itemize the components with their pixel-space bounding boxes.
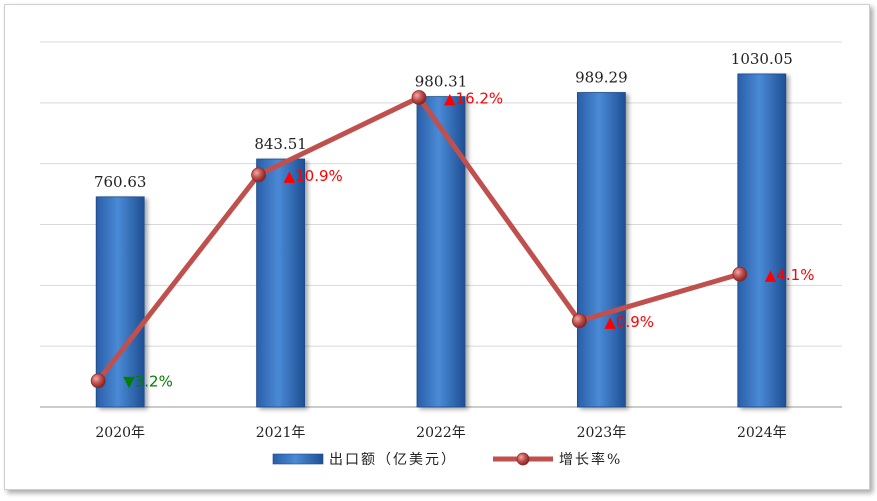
legend-line-marker <box>516 452 530 466</box>
growth-rate-label: ▲0.9% <box>604 313 654 331</box>
x-tick-label: 2023年 <box>577 425 627 441</box>
growth-rate-label: ▲16.2% <box>444 89 503 107</box>
growth-rate-point-2020年 <box>90 373 106 389</box>
combo-chart: 760.63 843.51 980.31 989.29 1030.05 ▼3.2% ▲10.… <box>40 41 842 468</box>
growth-rate-label: ▼3.2% <box>123 373 173 391</box>
growth-rate-point-2021年 <box>251 167 267 183</box>
x-tick-label: 2024年 <box>737 425 787 441</box>
legend-line-label: 增长率% <box>559 451 622 468</box>
bar-2022年 <box>416 96 466 408</box>
growth-rate-label: ▲4.1% <box>765 266 815 284</box>
line-series <box>90 90 748 389</box>
legend: 出口额（亿美元） 增长率% <box>272 451 622 468</box>
growth-rate-label: ▲10.9% <box>284 167 343 185</box>
x-axis-ticks: 2020年 2021年 2022年 2023年 2024年 <box>95 425 786 441</box>
legend-bar-swatch <box>272 453 324 465</box>
bar-value-label: 980.31 <box>415 73 468 91</box>
growth-rate-point-2023年 <box>572 313 587 329</box>
bar-value-label: 989.29 <box>575 69 628 87</box>
growth-rate-point-2024年 <box>732 266 748 282</box>
bar-2024年 <box>737 73 787 408</box>
legend-item-bar: 出口额（亿美元） <box>272 452 457 468</box>
bar-series <box>95 73 787 408</box>
legend-item-line: 增长率% <box>493 451 622 468</box>
bar-2023年 <box>577 92 626 408</box>
bar-2021年 <box>256 158 306 408</box>
legend-bar-label: 出口额（亿美元） <box>329 452 457 468</box>
x-tick-label: 2021年 <box>256 425 306 441</box>
bar-value-label: 760.63 <box>94 173 147 191</box>
data-labels: 760.63 843.51 980.31 989.29 1030.05 ▼3.2% ▲10.… <box>94 50 815 391</box>
bar-value-label: 843.51 <box>254 135 307 153</box>
chart-frame: 760.63 843.51 980.31 989.29 1030.05 ▼3.2% ▲10.… <box>4 4 870 490</box>
x-tick-label: 2022年 <box>416 425 466 441</box>
growth-rate-point-2022年 <box>411 90 427 105</box>
x-tick-label: 2020年 <box>95 425 145 441</box>
bar-value-label: 1030.05 <box>731 50 793 68</box>
